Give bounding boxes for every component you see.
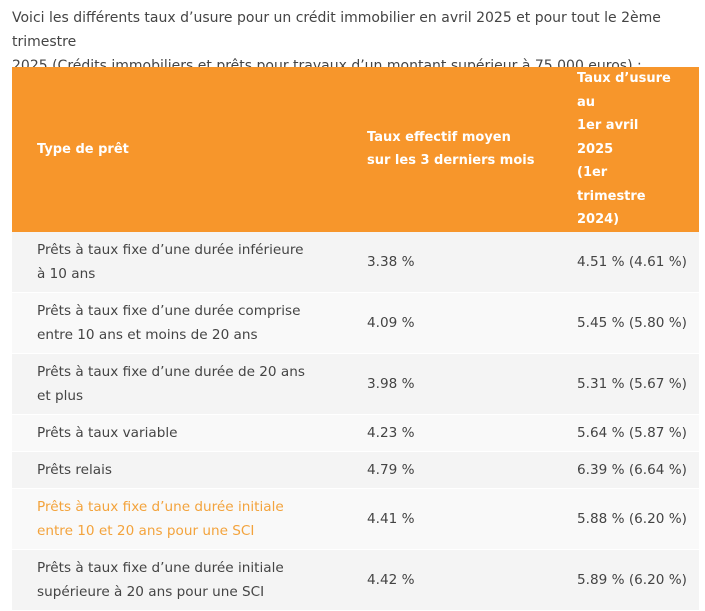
cell-taux-usure: 5.45 % (5.80 %) <box>553 292 699 354</box>
cell-type-line-1: Prêts relais <box>37 462 112 478</box>
table-body: Prêts à taux fixe d’une durée inférieure… <box>12 231 699 611</box>
table-row: Prêts à taux fixe d’une durée comprise e… <box>12 292 699 354</box>
cell-type-line-2: entre 10 et 20 ans pour une SCI <box>37 523 255 539</box>
header-type-label: Type de prêt <box>37 141 129 157</box>
cell-type-de-pret: Prêts à taux fixe d’une durée comprise e… <box>12 292 343 354</box>
header-taux-usure: Taux d’usure au 1er avril 2025 (1er trim… <box>553 67 699 232</box>
table-row: Prêts à taux fixe d’une durée inférieure… <box>12 231 699 293</box>
cell-taux-usure: 5.89 % (6.20 %) <box>553 549 699 611</box>
cell-type-de-pret-highlighted: Prêts à taux fixe d’une durée initiale e… <box>12 488 343 550</box>
cell-type-line-2: supérieure à 20 ans pour une SCI <box>37 584 265 600</box>
cell-taux-usure: 4.51 % (4.61 %) <box>553 231 699 293</box>
intro-line-2: 2025 (Crédits immobiliers et prêts pour … <box>12 58 642 74</box>
cell-taux-moyen: 4.79 % <box>343 451 553 489</box>
cell-type-line-2: à 10 ans <box>37 265 96 282</box>
cell-taux-usure: 5.88 % (6.20 %) <box>553 488 699 550</box>
cell-taux-usure: 6.39 % (6.64 %) <box>553 451 699 489</box>
header-taux-effectif-moyen: Taux effectif moyen sur les 3 derniers m… <box>343 67 553 232</box>
cell-type-line-1: Prêts à taux fixe d’une durée initiale <box>37 499 284 515</box>
cell-type-line-1: Prêts à taux variable <box>37 425 178 441</box>
cell-type-de-pret: Prêts à taux variable <box>12 414 343 452</box>
table-header: Type de prêt Taux effectif moyen sur les… <box>12 67 699 232</box>
header-taux-usure-line-4: 2024) <box>577 212 620 227</box>
cell-type-line-1: Prêts à taux fixe d’une durée initiale <box>37 560 284 576</box>
cell-taux-moyen: 4.23 % <box>343 414 553 452</box>
table-header-row: Type de prêt Taux effectif moyen sur les… <box>12 67 699 232</box>
intro-line-1: Voici les différents taux d’usure pour u… <box>12 10 661 50</box>
cell-taux-moyen: 4.41 % <box>343 488 553 550</box>
table-row: Prêts à taux variable 4.23 % 5.64 % (5.8… <box>12 414 699 452</box>
cell-taux-moyen: 4.09 % <box>343 292 553 354</box>
table-row: Prêts à taux fixe d’une durée initiale e… <box>12 488 699 550</box>
cell-taux-usure: 5.31 % (5.67 %) <box>553 353 699 415</box>
header-taux-usure-line-3: (1er trimestre <box>577 165 646 204</box>
cell-taux-moyen: 3.38 % <box>343 231 553 293</box>
cell-type-line-1: Prêts à taux fixe d’une durée inférieure <box>37 241 304 258</box>
header-taux-moyen-line-1: Taux effectif moyen <box>367 129 511 145</box>
cell-type-de-pret: Prêts relais <box>12 451 343 489</box>
cell-type-line-1: Prêts à taux fixe d’une durée de 20 ans <box>37 364 305 380</box>
cell-taux-usure: 5.64 % (5.87 %) <box>553 414 699 452</box>
usury-rates-table: Type de prêt Taux effectif moyen sur les… <box>12 67 699 611</box>
intro-paragraph: Voici les différents taux d’usure pour u… <box>12 6 702 78</box>
table-row: Prêts à taux fixe d’une durée initiale s… <box>12 549 699 611</box>
cell-type-line-2: entre 10 ans et moins de 20 ans <box>37 327 258 343</box>
table-row: Prêts à taux fixe d’une durée de 20 ans … <box>12 353 699 415</box>
cell-taux-moyen: 4.42 % <box>343 549 553 611</box>
cell-type-line-2: et plus <box>37 388 84 404</box>
cell-type-de-pret: Prêts à taux fixe d’une durée inférieure… <box>12 231 343 293</box>
cell-type-line-1: Prêts à taux fixe d’une durée comprise <box>37 303 301 319</box>
cell-type-de-pret: Prêts à taux fixe d’une durée initiale s… <box>12 549 343 611</box>
header-taux-usure-line-1: Taux d’usure au <box>577 71 671 110</box>
header-taux-moyen-line-2: sur les 3 derniers mois <box>367 153 535 169</box>
table-row: Prêts relais 4.79 % 6.39 % (6.64 %) <box>12 451 699 489</box>
header-type-de-pret: Type de prêt <box>12 67 343 232</box>
cell-type-de-pret: Prêts à taux fixe d’une durée de 20 ans … <box>12 353 343 415</box>
cell-taux-moyen: 3.98 % <box>343 353 553 415</box>
header-taux-usure-line-2: 1er avril 2025 <box>577 118 639 157</box>
